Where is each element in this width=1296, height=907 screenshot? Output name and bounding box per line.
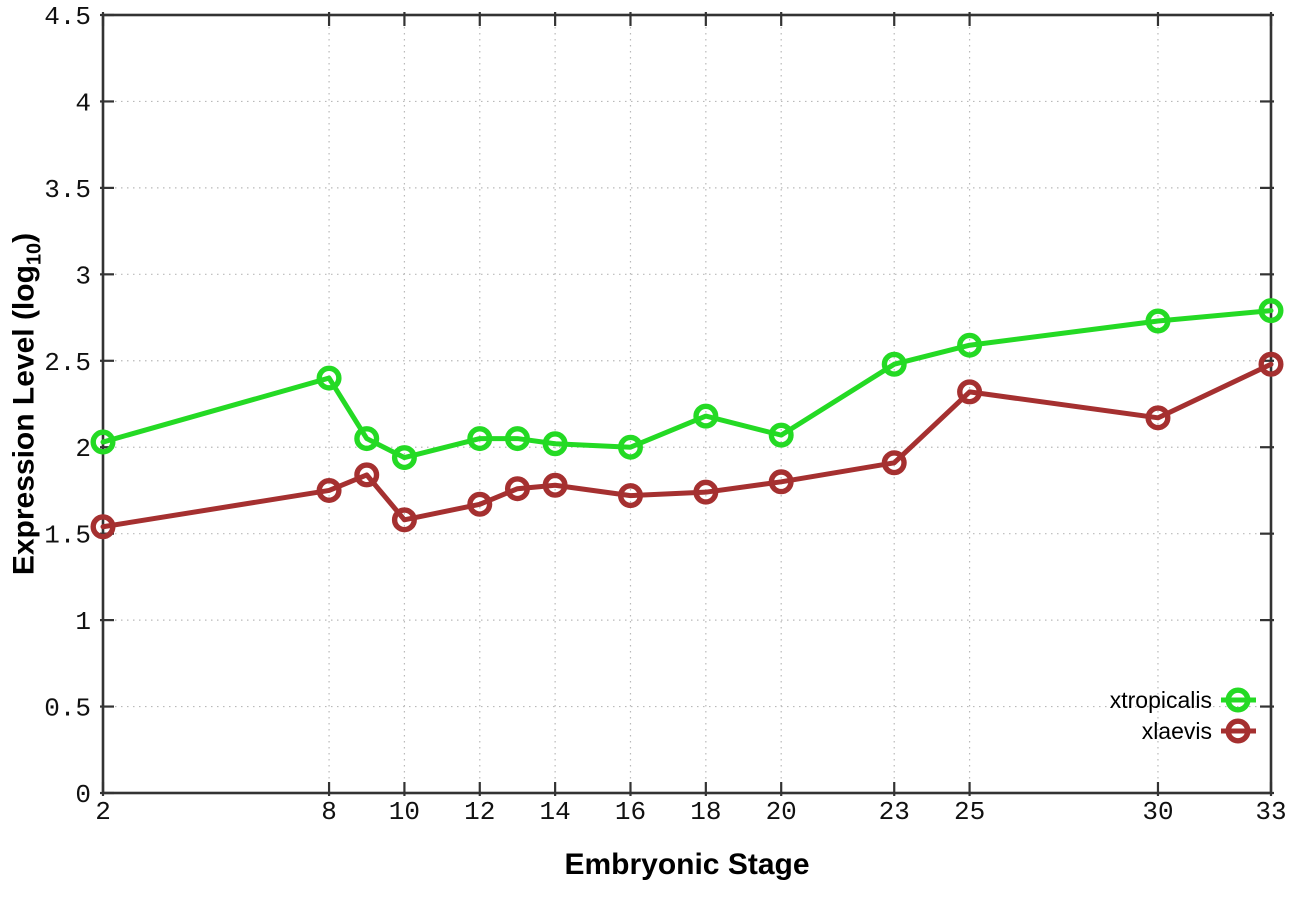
series-line-xtropicalis bbox=[100, 308, 1274, 461]
data-point-xtropicalis bbox=[693, 403, 719, 429]
data-point-xtropicalis bbox=[316, 365, 342, 391]
data-point-xlaevis bbox=[1258, 351, 1284, 377]
x-tick-label: 25 bbox=[954, 797, 985, 827]
data-point-xlaevis bbox=[391, 507, 417, 533]
data-point-xlaevis bbox=[617, 483, 643, 509]
data-point-xlaevis bbox=[957, 379, 983, 405]
data-point-xtropicalis bbox=[881, 351, 907, 377]
y-axis-title: Expression Level (log10) bbox=[8, 233, 47, 575]
data-point-xtropicalis bbox=[1145, 308, 1171, 334]
legend-label-xlaevis: xlaevis bbox=[1142, 718, 1212, 744]
data-point-xlaevis bbox=[881, 450, 907, 476]
y-tick-label: 1 bbox=[75, 607, 91, 637]
data-point-xtropicalis bbox=[354, 426, 380, 452]
data-point-xtropicalis bbox=[391, 445, 417, 471]
data-point-xtropicalis bbox=[90, 429, 116, 455]
legend-label-xtropicalis: xtropicalis bbox=[1110, 687, 1212, 713]
data-point-xlaevis bbox=[693, 479, 719, 505]
y-tick-label: 3.5 bbox=[44, 175, 91, 205]
x-axis-title: Embryonic Stage bbox=[564, 848, 810, 881]
y-axis-title-text: Expression Level (log bbox=[7, 265, 41, 576]
x-tick-label: 33 bbox=[1255, 797, 1286, 827]
legend-marker-xlaevis bbox=[1225, 718, 1251, 744]
y-tick-label: 3 bbox=[75, 261, 91, 291]
y-tick-label: 1.5 bbox=[44, 521, 91, 551]
x-tick-label: 12 bbox=[464, 797, 495, 827]
x-tick-label: 10 bbox=[389, 797, 420, 827]
data-point-xlaevis bbox=[90, 514, 116, 540]
data-point-xtropicalis bbox=[467, 426, 493, 452]
y-tick-label: 0.5 bbox=[44, 694, 91, 724]
data-point-xtropicalis bbox=[504, 426, 530, 452]
y-tick-label: 4 bbox=[75, 88, 91, 118]
data-point-xtropicalis bbox=[1258, 298, 1284, 324]
legend-marker-xtropicalis bbox=[1225, 687, 1251, 713]
data-point-xtropicalis bbox=[768, 422, 794, 448]
x-tick-label: 18 bbox=[690, 797, 721, 827]
data-point-xlaevis bbox=[467, 491, 493, 517]
x-tick-label: 16 bbox=[615, 797, 646, 827]
x-tick-label: 8 bbox=[321, 797, 337, 827]
y-axis-title-subscript: 10 bbox=[23, 242, 46, 266]
x-tick-label: 23 bbox=[879, 797, 910, 827]
data-point-xlaevis bbox=[542, 472, 568, 498]
y-tick-label: 4.5 bbox=[44, 2, 91, 32]
data-point-xtropicalis bbox=[957, 332, 983, 358]
data-point-xlaevis bbox=[504, 476, 530, 502]
y-tick-label: 0 bbox=[75, 780, 91, 810]
y-axis-title-suffix: ) bbox=[7, 232, 41, 243]
data-point-xlaevis bbox=[768, 469, 794, 495]
data-point-xlaevis bbox=[316, 477, 342, 503]
data-point-xtropicalis bbox=[542, 431, 568, 457]
y-tick-label: 2 bbox=[75, 434, 91, 464]
y-tick-label: 2.5 bbox=[44, 348, 91, 378]
plot-border bbox=[101, 13, 1273, 795]
x-tick-label: 30 bbox=[1142, 797, 1173, 827]
data-point-xlaevis bbox=[354, 462, 380, 488]
series-line-xlaevis bbox=[100, 361, 1274, 530]
data-point-xtropicalis bbox=[617, 434, 643, 460]
x-tick-label: 14 bbox=[540, 797, 571, 827]
x-tick-label: 2 bbox=[95, 797, 111, 827]
x-tick-label: 20 bbox=[766, 797, 797, 827]
data-point-xlaevis bbox=[1145, 405, 1171, 431]
